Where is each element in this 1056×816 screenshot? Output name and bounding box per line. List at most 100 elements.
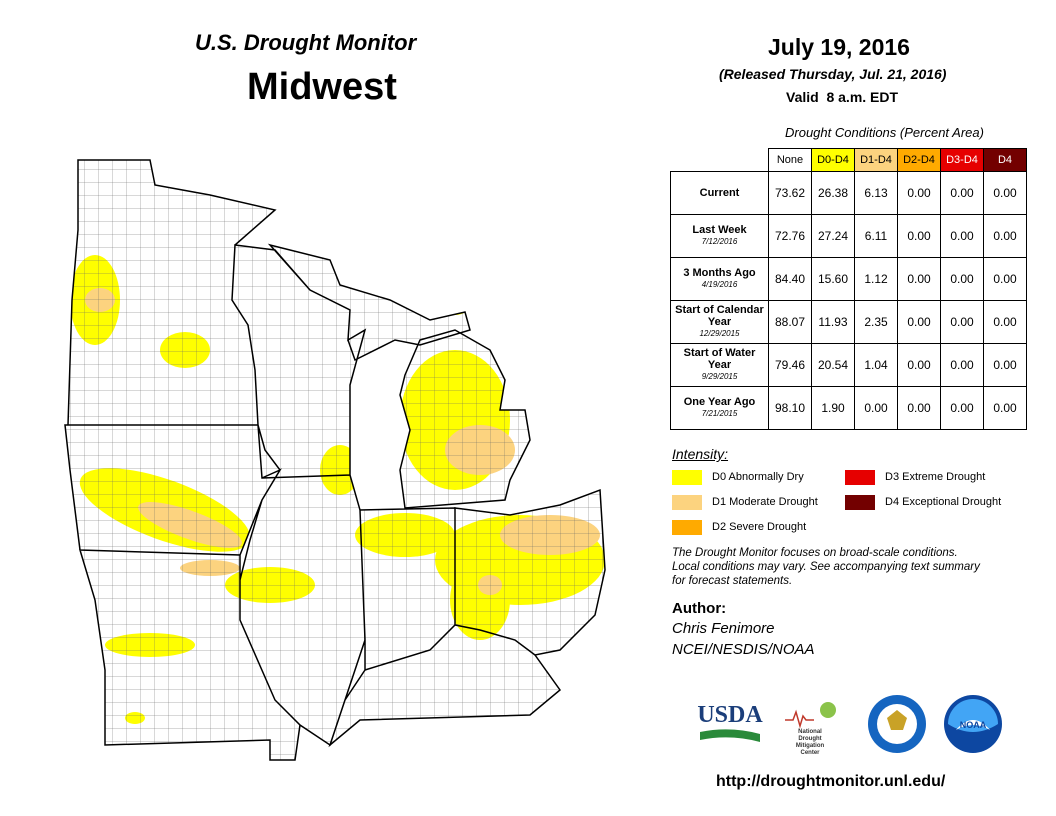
cell: 0.00: [897, 171, 941, 215]
row-label-text: Start of Calendar Year: [675, 304, 764, 328]
cell: 1.12: [854, 257, 898, 301]
map: [64, 159, 606, 761]
ndmc-line: Drought: [798, 736, 821, 742]
cell: 20.54: [811, 343, 855, 387]
cell: 0.00: [897, 386, 941, 430]
legend-swatch: [845, 470, 875, 485]
row-label: Start of Water Year 9/29/2015: [670, 343, 769, 387]
cell: 79.46: [768, 343, 812, 387]
doc-eagle: [887, 710, 907, 730]
row-label: 3 Months Ago 4/19/2016: [670, 257, 769, 301]
table-row: Start of Water Year 9/29/2015 79.46 20.54 1.…: [670, 343, 1027, 387]
cell: 0.00: [940, 214, 984, 258]
ndmc-line: Center: [800, 750, 820, 756]
column-header: D4: [983, 148, 1027, 172]
header-row: None D0-D4 D1-D4 D2-D4 D3-D4 D4: [671, 148, 1027, 172]
legend-label: D0 Abnormally Dry: [712, 471, 804, 483]
column-header: D2-D4: [897, 148, 941, 172]
cell: 27.24: [811, 214, 855, 258]
usda-swoosh: [700, 729, 760, 742]
usda-logo: USDA: [697, 702, 763, 728]
cell: 1.04: [854, 343, 898, 387]
cell: 98.10: [768, 386, 812, 430]
author-name: Chris Fenimore: [672, 620, 775, 637]
drought-areas: [65, 160, 605, 760]
legend-swatch: [672, 470, 702, 485]
cell: 2.35: [854, 300, 898, 344]
cell: 26.38: [811, 171, 855, 215]
cell: 0.00: [897, 214, 941, 258]
cell: 0.00: [940, 343, 984, 387]
cell: 88.07: [768, 300, 812, 344]
released: (Released Thursday, Jul. 21, 2016): [719, 66, 947, 82]
row-label-text: Start of Water Year: [683, 347, 756, 371]
logos: USDA National Drought Mitigation Center …: [697, 695, 1002, 756]
cell: 0.00: [897, 257, 941, 301]
cell: 6.11: [854, 214, 898, 258]
date: July 19, 2016: [768, 34, 910, 60]
row-label: Current: [670, 171, 769, 215]
legend-swatch: [672, 495, 702, 510]
table-caption: Drought Conditions (Percent Area): [785, 125, 984, 140]
legend-label: D1 Moderate Drought: [712, 496, 818, 508]
column-header: D3-D4: [940, 148, 984, 172]
table-row: Current 73.62 26.38 6.13 0.00 0.00 0.00: [670, 171, 1027, 215]
row-label: Start of Calendar Year 12/29/2015: [670, 300, 769, 344]
row-label-text: Current: [699, 187, 740, 199]
cell: 0.00: [854, 386, 898, 430]
noaa-sky: [948, 699, 998, 732]
title: U.S. Drought Monitor: [195, 30, 417, 55]
cell: 0.00: [983, 214, 1027, 258]
ndmc-line: National: [798, 729, 822, 735]
county-lines: [65, 160, 605, 760]
note-line: Local conditions may vary. See accompany…: [672, 561, 980, 573]
row-date: 4/19/2016: [701, 280, 738, 289]
row-date: 7/12/2016: [701, 237, 738, 246]
legend-swatch: [845, 495, 875, 510]
row-date: 7/21/2015: [701, 409, 738, 418]
cell: 0.00: [897, 300, 941, 344]
cell: 0.00: [983, 300, 1027, 344]
conditions-table: None D0-D4 D1-D4 D2-D4 D3-D4 D4 Current 73.62 26…: [670, 148, 1027, 430]
table-row: One Year Ago 7/21/2015 98.10 1.90 0.00 0.00 0.…: [670, 386, 1027, 430]
cell: 0.00: [983, 343, 1027, 387]
cell: 0.00: [940, 300, 984, 344]
note-line: for forecast statements.: [672, 575, 793, 587]
row-label-text: Last Week: [692, 224, 747, 236]
row-date: 9/29/2015: [701, 372, 738, 381]
legend-label: D2 Severe Drought: [712, 521, 807, 533]
row-label: Last Week 7/12/2016: [670, 214, 769, 258]
noaa-bird: [956, 720, 990, 730]
ndmc-tree: [820, 702, 836, 718]
cell: 15.60: [811, 257, 855, 301]
ndmc-line: Mitigation: [796, 743, 825, 749]
cell: 0.00: [983, 171, 1027, 215]
column-header: D0-D4: [811, 148, 855, 172]
cell: 0.00: [940, 386, 984, 430]
table-row: Last Week 7/12/2016 72.76 27.24 6.11 0.00 0.00…: [670, 214, 1027, 258]
cell: 0.00: [940, 257, 984, 301]
url: http://droughtmonitor.unl.edu/: [716, 773, 946, 790]
legend-title: Intensity:: [672, 446, 729, 462]
row-label-text: 3 Months Ago: [683, 267, 756, 279]
note-line: The Drought Monitor focuses on broad-sca…: [672, 547, 958, 559]
ndmc-text: National Drought Mitigation Center: [796, 729, 825, 756]
region: Midwest: [247, 66, 397, 108]
note: The Drought Monitor focuses on broad-sca…: [672, 546, 980, 588]
table-row: 3 Months Ago 4/19/2016 84.40 15.60 1.12 0.00 0…: [670, 257, 1027, 301]
cell: 0.00: [983, 257, 1027, 301]
legend-label: D3 Extreme Drought: [885, 471, 986, 483]
row-date: 12/29/2015: [699, 329, 740, 338]
column-header: None: [768, 148, 812, 172]
cell: 84.40: [768, 257, 812, 301]
cell: 73.62: [768, 171, 812, 215]
noaa-text: NOAA: [960, 720, 987, 730]
author-heading: Author:: [672, 600, 727, 617]
table-row: Start of Calendar Year 12/29/2015 88.07 11.…: [670, 300, 1027, 344]
corner: [671, 149, 769, 172]
cell: 0.00: [983, 386, 1027, 430]
cell: 72.76: [768, 214, 812, 258]
ndmc-icon: [785, 709, 814, 729]
cell: 1.90: [811, 386, 855, 430]
